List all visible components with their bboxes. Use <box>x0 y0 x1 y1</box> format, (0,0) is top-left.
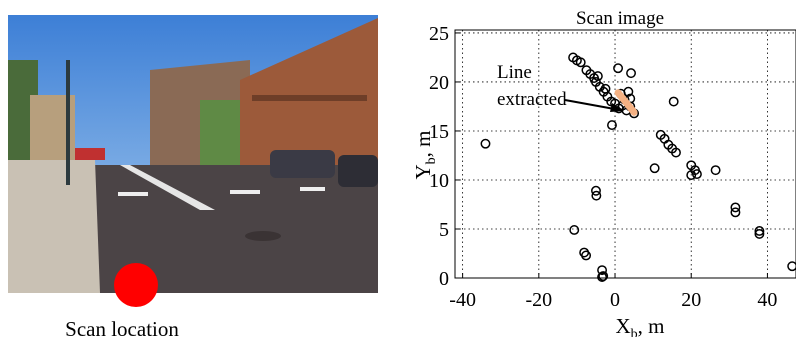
x-tick-label: -20 <box>525 289 552 311</box>
x-tick-label: 0 <box>610 289 620 311</box>
photo-caption: Scan location <box>65 317 179 337</box>
x-tick-label: -40 <box>449 289 476 311</box>
y-tick-label: 25 <box>429 23 449 45</box>
x-tick-label: 40 <box>757 289 777 311</box>
x-label-main: X <box>615 314 630 337</box>
annotation-line-2: extracted <box>497 89 567 110</box>
y-tick-label: 20 <box>429 72 449 94</box>
x-label-unit: , m <box>638 314 665 337</box>
x-tick-label: 20 <box>681 289 701 311</box>
x-label-sub: b <box>631 327 638 337</box>
y-tick-label: 0 <box>439 268 449 290</box>
y-tick-label: 15 <box>429 121 449 143</box>
annotation-line-1: Line <box>497 62 532 83</box>
figure: Scan location Scan image Xb, m Yb, m -40… <box>0 0 796 337</box>
plot: -40 -20 0 20 40 0 5 10 15 20 25 <box>429 23 796 311</box>
x-axis-label: Xb, m <box>615 314 664 337</box>
chart-title: Scan image <box>576 8 664 29</box>
y-label-sub: b <box>424 157 439 164</box>
y-tick-label: 10 <box>429 170 449 192</box>
page: {"photo": {"caption": "Scan location"}, … <box>0 0 796 337</box>
scan-location-marker <box>114 263 158 307</box>
street-photo <box>8 15 378 307</box>
y-tick-label: 5 <box>439 219 449 241</box>
